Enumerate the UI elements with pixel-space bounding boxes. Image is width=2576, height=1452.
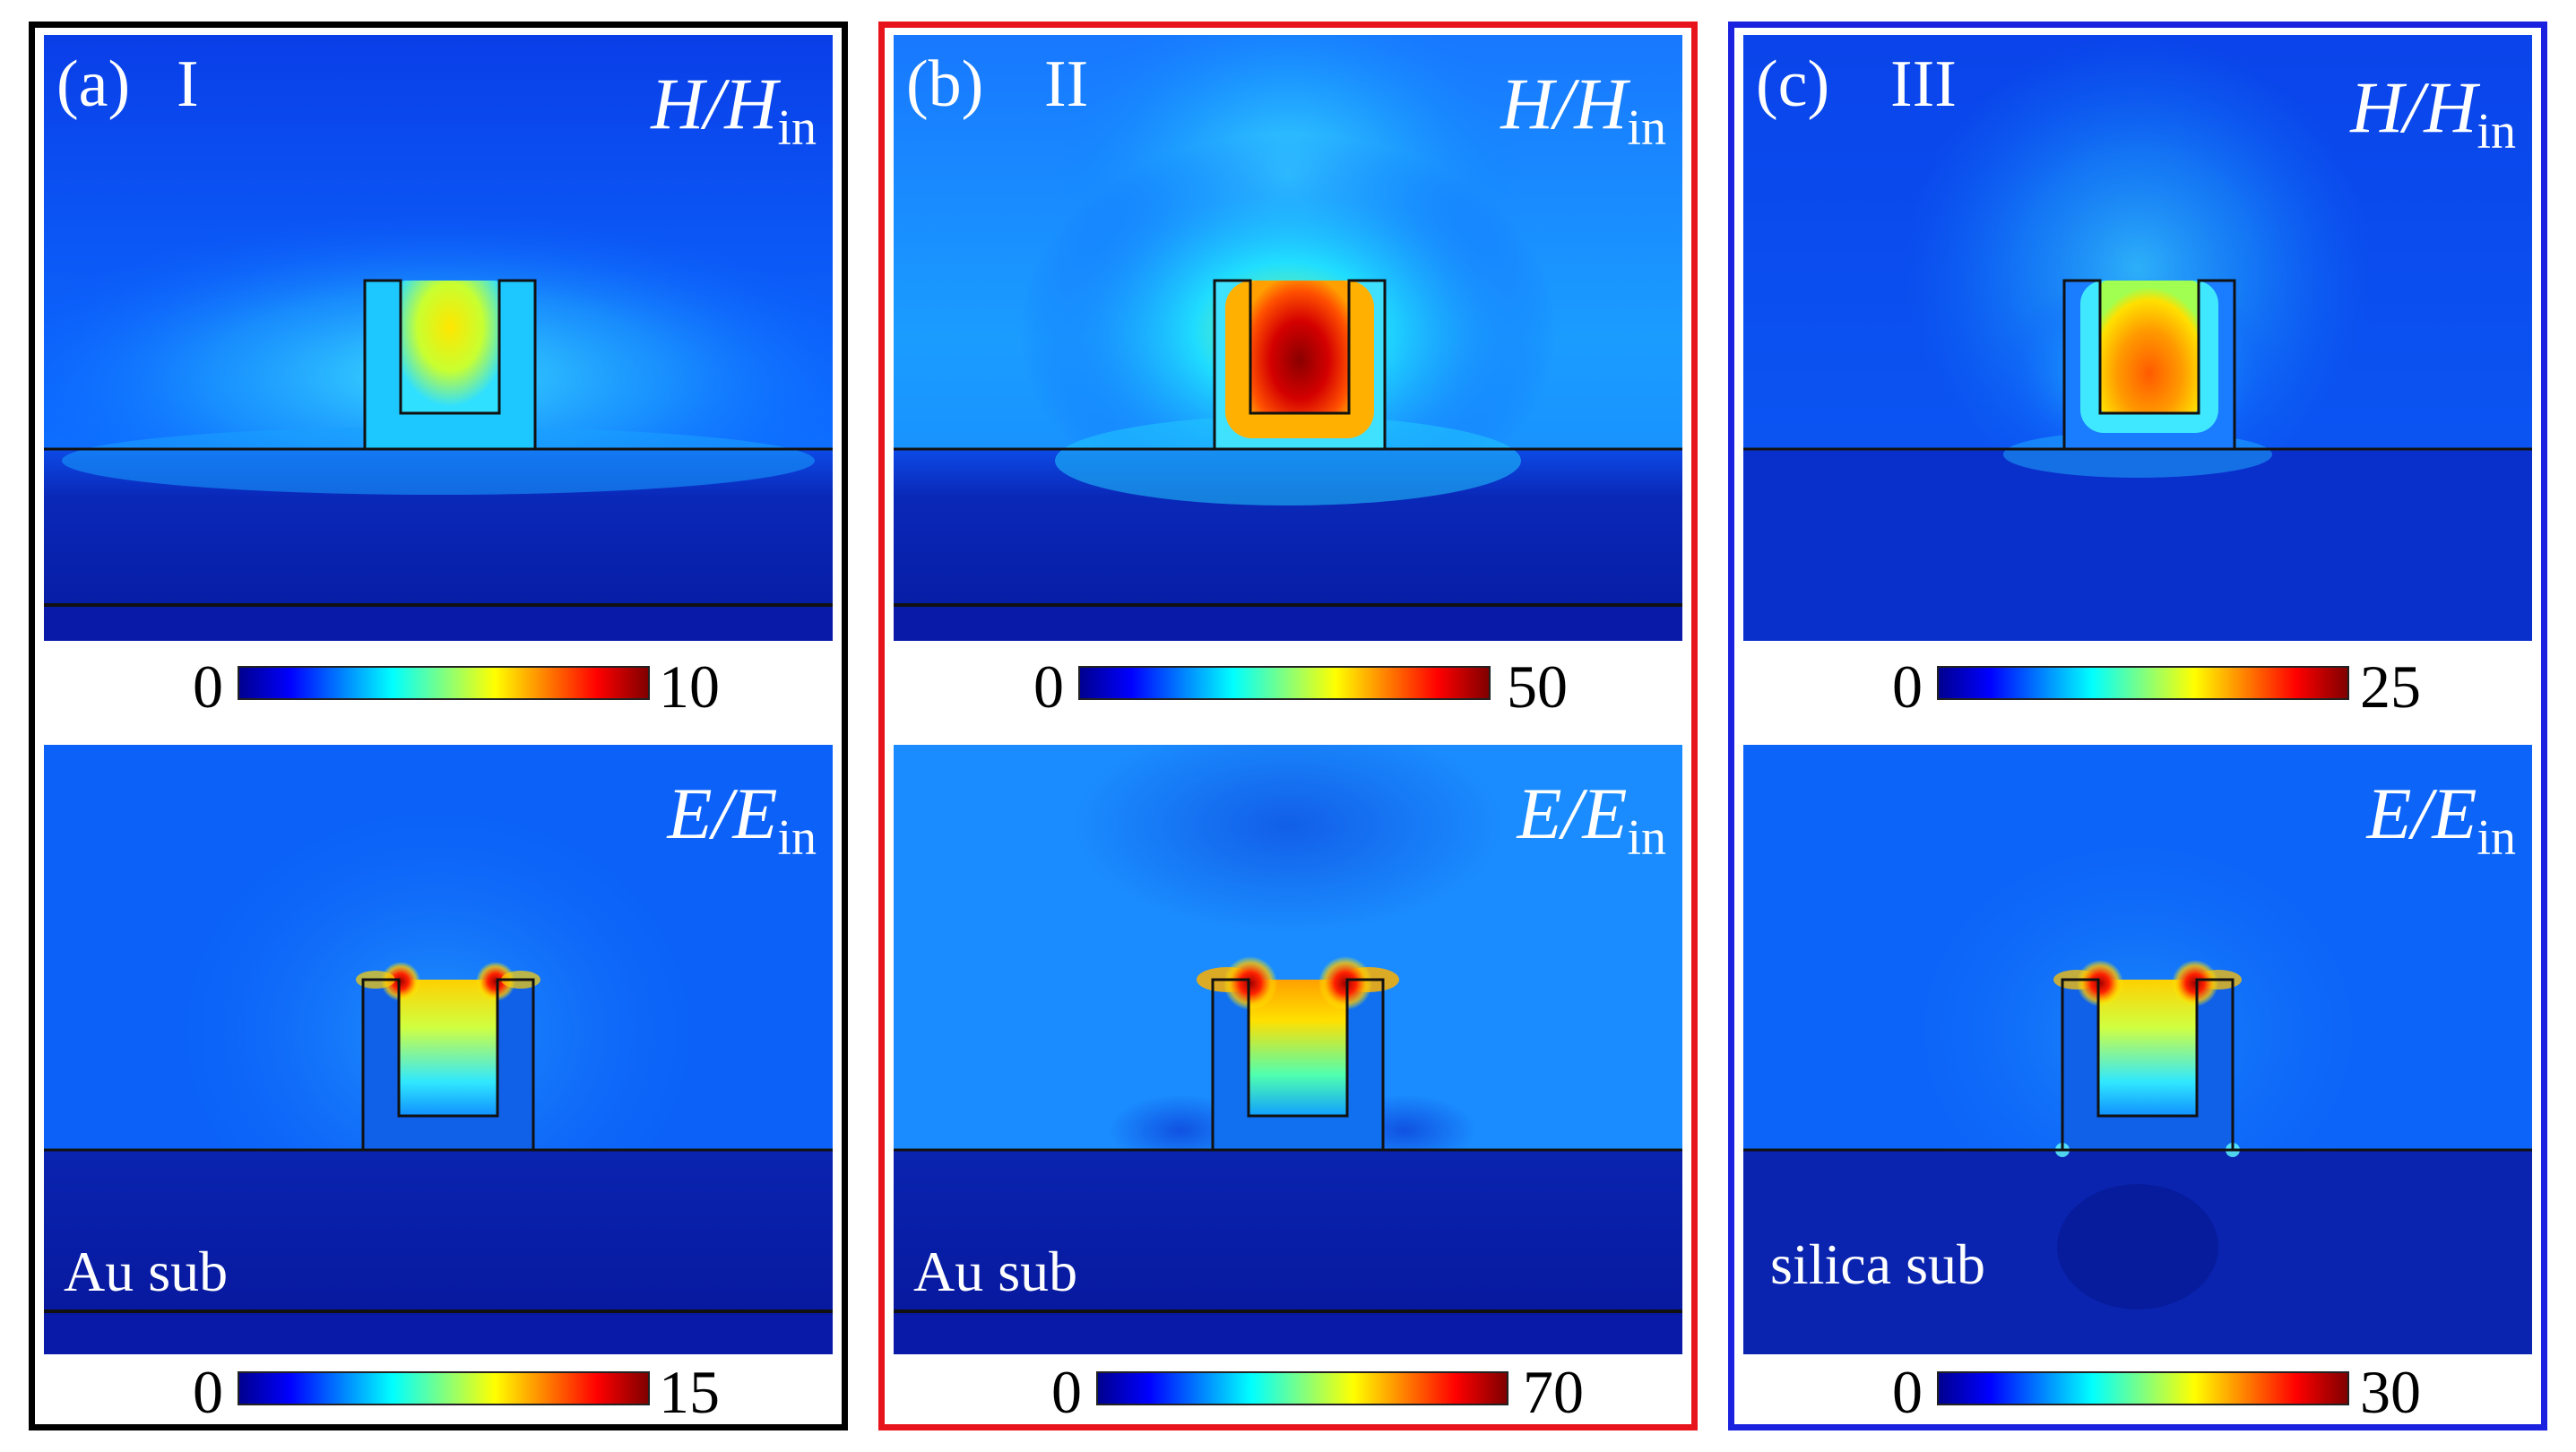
- panel-b-e-colorbar-gradient: [1096, 1371, 1508, 1405]
- panel-c-e-colorbar: 0 30: [1734, 1356, 2541, 1428]
- panel-c-roman: III: [1890, 48, 1957, 121]
- panel-a-roman: I: [177, 48, 199, 121]
- panel-a-e-max: 15: [659, 1358, 720, 1426]
- panel-c-h-field-map: (c) III H/Hin: [1743, 35, 2532, 641]
- panel-a-e-min: 0: [193, 1358, 223, 1426]
- panel-c-letter: (c): [1756, 48, 1830, 121]
- panel-c-e-quantity: E/Ein: [2366, 773, 2516, 867]
- panel-b-e-quantity: E/Ein: [1517, 773, 1666, 867]
- panel-b-substrate-label: Au sub: [913, 1240, 1078, 1303]
- panel-b-e-min: 0: [1051, 1358, 1082, 1426]
- panel-b-e-field-map: E/Ein Au sub: [894, 745, 1682, 1354]
- panel-a-e-quantity: E/Ein: [667, 773, 817, 867]
- panel-c-e-colorbar-gradient: [1937, 1371, 2349, 1405]
- panel-b-h-colorbar: 0 50: [885, 651, 1691, 722]
- panel-c-h-colorbar: 0 25: [1734, 651, 2541, 722]
- panel-b-h-field-map: (b) II H/Hin: [894, 35, 1682, 641]
- panel-b-h-quantity: H/Hin: [1500, 63, 1666, 157]
- panel-a-letter: (a): [56, 48, 131, 121]
- panel-c-substrate-label: silica sub: [1770, 1232, 1985, 1296]
- panel-b-h-max: 50: [1507, 653, 1568, 721]
- panel-c-h-max: 25: [2360, 653, 2421, 721]
- panel-b-h-min: 0: [1033, 653, 1064, 721]
- panel-c-h-colorbar-gradient: [1937, 666, 2349, 700]
- panel-c-h-quantity: H/Hin: [2350, 66, 2516, 160]
- panel-a-h-colorbar-gradient: [238, 666, 650, 700]
- panel-b-e-colorbar: 0 70: [885, 1356, 1691, 1428]
- panel-c-e-max: 30: [2360, 1358, 2421, 1426]
- panel-a-e-field-map: E/Ein Au sub: [44, 745, 833, 1354]
- panel-a-frame: (a) I H/Hin 0 10 E/Ein Au sub 0 15: [29, 22, 848, 1430]
- panel-b-e-max: 70: [1523, 1358, 1584, 1426]
- panel-a-h-max: 10: [659, 653, 720, 721]
- panel-b-roman: II: [1044, 48, 1089, 121]
- panel-a-h-min: 0: [193, 653, 223, 721]
- panel-a-h-quantity: H/Hin: [651, 63, 817, 157]
- panel-a-h-field-map: (a) I H/Hin: [44, 35, 833, 641]
- panel-b-h-colorbar-gradient: [1078, 666, 1491, 700]
- panel-a-h-colorbar: 0 10: [35, 651, 842, 722]
- panel-a-substrate-label: Au sub: [64, 1240, 229, 1303]
- panel-b-frame: (b) II H/Hin 0 50 E/Ein Au sub 0: [878, 22, 1698, 1430]
- panel-a-e-colorbar-gradient: [238, 1371, 650, 1405]
- panel-c-h-min: 0: [1892, 653, 1923, 721]
- panel-c-frame: (c) III H/Hin 0 25 E/Ein silica sub 0: [1728, 22, 2547, 1430]
- panel-c-e-min: 0: [1892, 1358, 1923, 1426]
- panel-a-e-colorbar: 0 15: [35, 1356, 842, 1428]
- panel-b-letter: (b): [906, 48, 984, 121]
- panel-c-e-field-map: E/Ein silica sub: [1743, 745, 2532, 1354]
